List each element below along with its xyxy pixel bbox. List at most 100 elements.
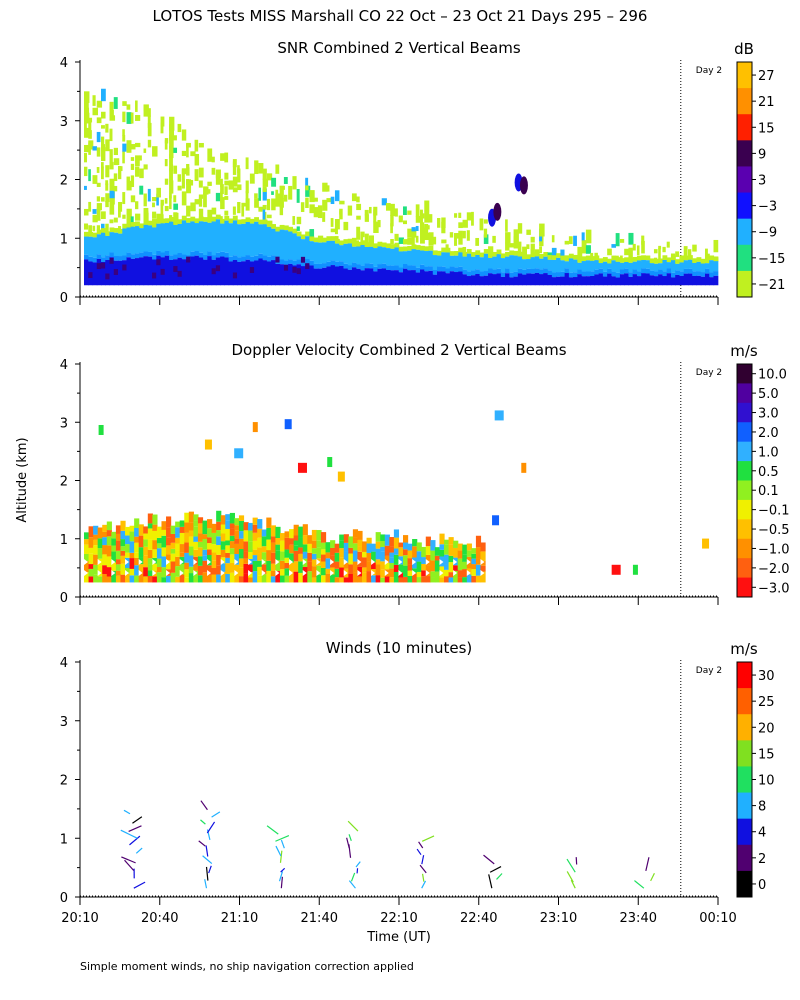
velocity-cell xyxy=(229,548,235,555)
velocity-cell xyxy=(202,534,208,540)
snr-cell xyxy=(458,266,464,272)
y-tick-label: 2 xyxy=(60,174,68,189)
velocity-cell xyxy=(311,559,318,567)
snr-cell xyxy=(279,204,284,216)
snr-cell xyxy=(122,101,127,106)
snr-cell xyxy=(364,214,369,222)
velocity-cell xyxy=(439,549,445,557)
snr-cell xyxy=(488,257,493,269)
x-tick-label: 21:10 xyxy=(221,911,258,926)
snr-cell xyxy=(403,251,408,264)
snr-cell xyxy=(368,242,374,247)
snr-cell xyxy=(173,195,177,203)
velocity-cell xyxy=(357,576,363,583)
snr-cell xyxy=(126,176,130,182)
snr-cell xyxy=(334,190,340,202)
snr-cell xyxy=(126,140,132,153)
velocity-cell xyxy=(371,551,377,563)
velocity-cell xyxy=(129,568,135,576)
velocity-cell xyxy=(384,555,390,563)
velocity-cell xyxy=(234,518,240,526)
snr-cell xyxy=(198,216,204,222)
velocity-cell xyxy=(366,561,372,572)
snr-cell xyxy=(428,245,434,251)
snr-cell xyxy=(351,267,357,286)
velocity-cell xyxy=(371,543,377,552)
snr-cell xyxy=(420,236,425,244)
snr-cell xyxy=(687,268,693,274)
snr-cell xyxy=(92,214,98,223)
snr-cell xyxy=(385,203,391,211)
snr-cell xyxy=(615,261,621,273)
snr-cell xyxy=(343,263,349,269)
snr-cell xyxy=(424,246,430,252)
snr-cell xyxy=(96,229,102,235)
snr-cell xyxy=(364,247,370,264)
snr-cell xyxy=(394,270,400,286)
plot-area xyxy=(120,800,655,889)
velocity-cell xyxy=(129,525,135,532)
velocity-cell xyxy=(143,576,149,583)
velocity-cell xyxy=(143,526,149,534)
velocity-cell xyxy=(161,529,167,536)
snr-cell xyxy=(164,198,168,204)
snr-cell xyxy=(449,255,455,267)
snr-cell xyxy=(152,227,157,255)
snr-cell xyxy=(415,204,420,217)
snr-cell xyxy=(109,227,115,233)
snr-cell xyxy=(177,123,182,133)
velocity-cell xyxy=(193,536,199,542)
snr-cell xyxy=(398,246,404,252)
snr-cell xyxy=(164,255,170,286)
velocity-cell xyxy=(611,564,621,575)
snr-cell xyxy=(645,268,651,274)
snr-cell xyxy=(220,197,225,210)
velocity-cell xyxy=(211,532,217,545)
snr-cell xyxy=(454,272,459,286)
snr-cell xyxy=(360,244,366,266)
velocity-cell xyxy=(84,539,90,545)
snr-cell xyxy=(249,261,255,286)
snr-cell xyxy=(96,263,102,270)
snr-cell xyxy=(181,254,187,260)
snr-cell xyxy=(228,261,234,286)
snr-cell xyxy=(245,190,249,203)
velocity-cell xyxy=(279,560,286,570)
snr-cell xyxy=(109,149,113,164)
snr-cell xyxy=(254,255,259,261)
velocity-cell xyxy=(480,560,486,566)
snr-cell xyxy=(249,256,255,262)
velocity-cell xyxy=(293,545,299,551)
snr-cell xyxy=(122,129,125,136)
velocity-cell xyxy=(188,546,194,556)
snr-cell xyxy=(564,240,570,245)
snr-cell xyxy=(607,258,613,264)
snr-cell xyxy=(475,269,481,274)
snr-cell xyxy=(653,259,659,264)
snr-cell xyxy=(709,277,715,286)
snr-cell xyxy=(330,196,335,205)
snr-cell xyxy=(143,220,149,225)
snr-cell xyxy=(403,263,408,269)
snr-cell xyxy=(271,191,274,195)
snr-cell xyxy=(466,253,472,272)
velocity-cell xyxy=(220,524,226,534)
velocity-cell xyxy=(248,558,253,565)
snr-cell xyxy=(190,251,196,257)
velocity-cell xyxy=(179,570,184,577)
snr-cell xyxy=(368,246,374,264)
snr-cell xyxy=(322,237,328,243)
snr-cell xyxy=(585,260,591,272)
snr-cell xyxy=(258,258,264,286)
snr-cell xyxy=(330,218,334,227)
velocity-cell xyxy=(471,564,477,570)
velocity-cell xyxy=(320,549,327,555)
snr-cell xyxy=(394,265,400,271)
snr-cell xyxy=(356,196,360,203)
velocity-cell xyxy=(257,575,263,583)
snr-cell xyxy=(305,263,311,286)
velocity-cell xyxy=(143,567,149,577)
snr-cell xyxy=(130,144,136,150)
snr-cell xyxy=(488,273,493,286)
y-tick-label: 3 xyxy=(60,715,68,730)
